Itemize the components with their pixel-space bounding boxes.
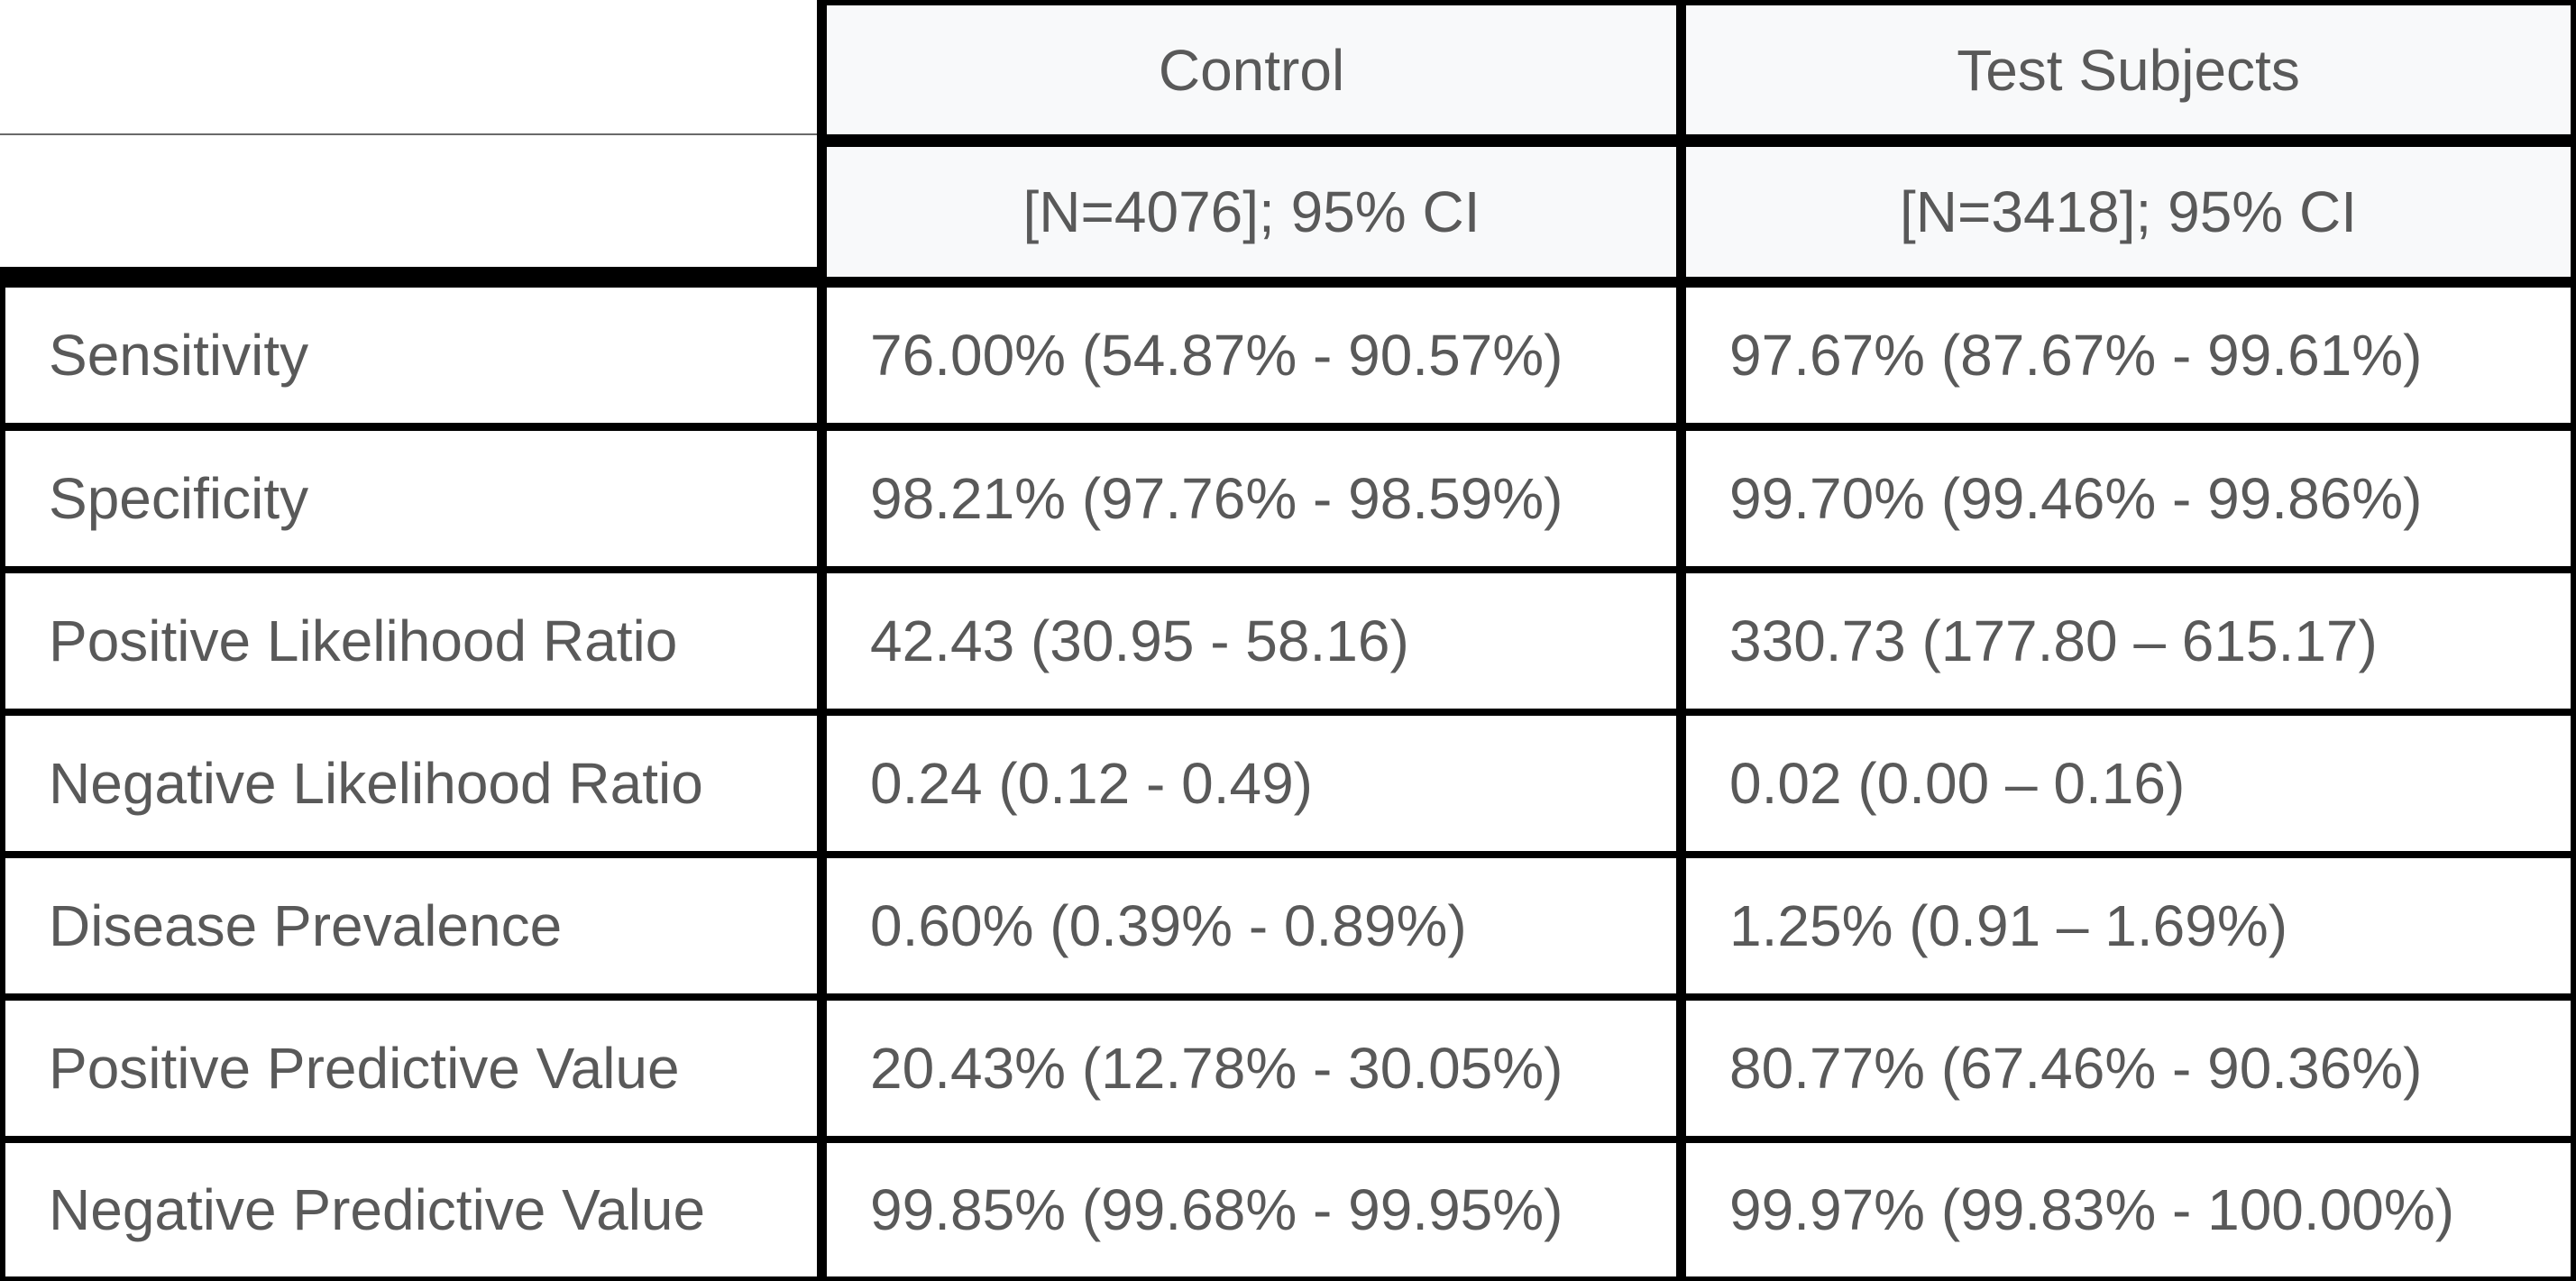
control-value: 42.43 (30.95 - 58.16) bbox=[827, 573, 1676, 709]
column-header-test-subjects: Test Subjects bbox=[1686, 5, 2571, 134]
control-value: 76.00% (54.87% - 90.57%) bbox=[827, 288, 1676, 423]
control-value: 20.43% (12.78% - 30.05%) bbox=[827, 1001, 1676, 1136]
row-label: Negative Predictive Value bbox=[5, 1143, 817, 1276]
test-value: 0.02 (0.00 – 0.16) bbox=[1686, 716, 2571, 851]
row-label: Sensitivity bbox=[5, 288, 817, 423]
row-label: Specificity bbox=[5, 431, 817, 566]
test-value: 97.67% (87.67% - 99.61%) bbox=[1686, 288, 2571, 423]
test-value: 330.73 (177.80 – 615.17) bbox=[1686, 573, 2571, 709]
control-value: 99.85% (99.68% - 99.95%) bbox=[827, 1143, 1676, 1276]
control-value: 98.21% (97.76% - 98.59%) bbox=[827, 431, 1676, 566]
row-label: Negative Likelihood Ratio bbox=[5, 716, 817, 851]
test-value: 1.25% (0.91 – 1.69%) bbox=[1686, 858, 2571, 993]
test-value: 99.97% (99.83% - 100.00%) bbox=[1686, 1143, 2571, 1276]
column-subheader-test-subjects: [N=3418]; 95% CI bbox=[1686, 147, 2571, 277]
test-value: 99.70% (99.46% - 99.86%) bbox=[1686, 431, 2571, 566]
control-value: 0.60% (0.39% - 0.89%) bbox=[827, 858, 1676, 993]
test-value: 80.77% (67.46% - 90.36%) bbox=[1686, 1001, 2571, 1136]
column-subheader-control: [N=4076]; 95% CI bbox=[827, 147, 1676, 277]
row-label: Disease Prevalence bbox=[5, 858, 817, 993]
column-header-control: Control bbox=[827, 5, 1676, 134]
control-value: 0.24 (0.12 - 0.49) bbox=[827, 716, 1676, 851]
corner-divider bbox=[0, 133, 817, 135]
row-label: Positive Predictive Value bbox=[5, 1001, 817, 1136]
row-label: Positive Likelihood Ratio bbox=[5, 573, 817, 709]
